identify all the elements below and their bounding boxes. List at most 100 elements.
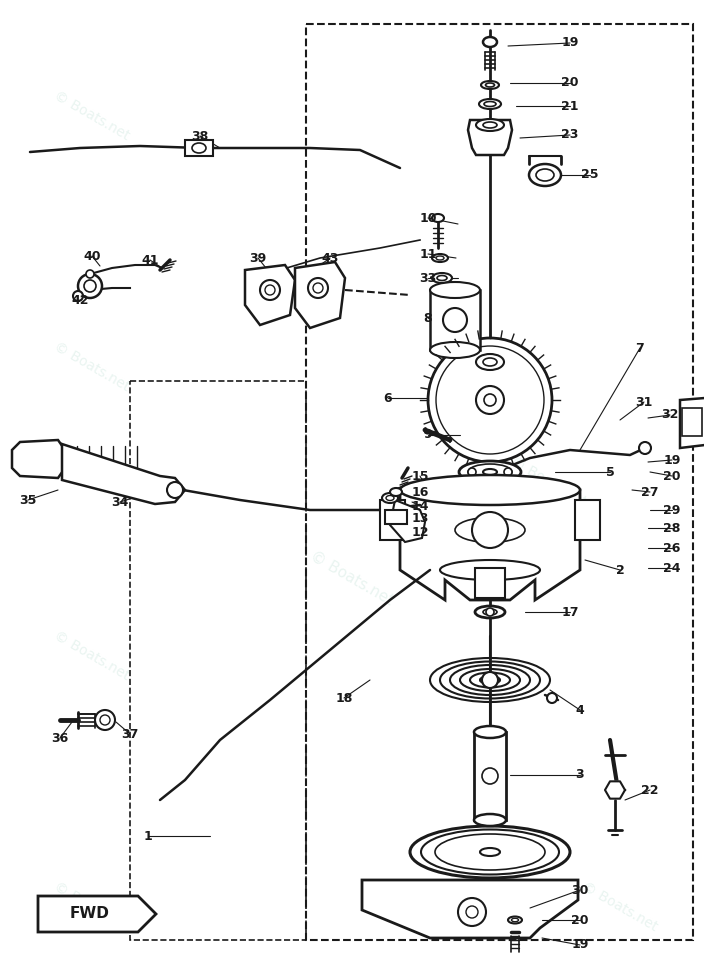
Circle shape xyxy=(482,768,498,784)
Ellipse shape xyxy=(508,917,522,924)
Text: 27: 27 xyxy=(641,486,659,498)
Polygon shape xyxy=(362,880,578,938)
Ellipse shape xyxy=(386,495,394,500)
Polygon shape xyxy=(62,444,185,504)
Text: 19: 19 xyxy=(561,37,579,49)
Ellipse shape xyxy=(484,101,496,106)
Ellipse shape xyxy=(481,81,499,89)
Ellipse shape xyxy=(436,256,444,260)
Text: 38: 38 xyxy=(191,129,208,143)
Bar xyxy=(475,568,505,598)
Bar xyxy=(682,408,702,436)
Ellipse shape xyxy=(512,919,519,922)
Text: © Boats.net: © Boats.net xyxy=(51,629,132,683)
Ellipse shape xyxy=(432,254,448,262)
Circle shape xyxy=(466,906,478,918)
Ellipse shape xyxy=(400,475,580,505)
Circle shape xyxy=(95,710,115,730)
Ellipse shape xyxy=(435,834,545,870)
Text: 18: 18 xyxy=(335,691,353,705)
Polygon shape xyxy=(605,782,625,798)
Circle shape xyxy=(436,346,544,454)
Text: © Boats.net: © Boats.net xyxy=(51,879,132,933)
Circle shape xyxy=(100,715,110,725)
Polygon shape xyxy=(680,398,704,448)
Text: 22: 22 xyxy=(641,784,659,796)
Circle shape xyxy=(84,280,96,292)
Text: 20: 20 xyxy=(663,469,681,483)
Text: 16: 16 xyxy=(411,486,429,498)
Ellipse shape xyxy=(421,829,559,874)
Circle shape xyxy=(476,386,504,414)
Ellipse shape xyxy=(437,276,447,281)
Bar xyxy=(185,140,213,156)
Text: 41: 41 xyxy=(142,254,158,266)
Text: 33: 33 xyxy=(420,272,436,284)
Text: 3: 3 xyxy=(576,768,584,782)
Ellipse shape xyxy=(475,606,505,618)
Ellipse shape xyxy=(390,488,402,496)
Text: © Boats.net: © Boats.net xyxy=(51,339,132,393)
Ellipse shape xyxy=(476,119,504,131)
Text: 32: 32 xyxy=(661,409,679,421)
Text: 2: 2 xyxy=(615,564,624,576)
Circle shape xyxy=(78,274,102,298)
Text: 43: 43 xyxy=(321,252,339,264)
Ellipse shape xyxy=(192,143,206,153)
Ellipse shape xyxy=(483,122,497,128)
Ellipse shape xyxy=(430,282,480,298)
Text: © Boats.net: © Boats.net xyxy=(579,879,660,933)
Text: 14: 14 xyxy=(411,499,429,513)
Text: © Boats.net: © Boats.net xyxy=(51,89,132,143)
Text: 6: 6 xyxy=(384,391,392,405)
Polygon shape xyxy=(295,262,345,328)
Ellipse shape xyxy=(474,726,506,738)
Text: 28: 28 xyxy=(663,522,681,534)
Polygon shape xyxy=(390,500,425,542)
Circle shape xyxy=(260,280,280,300)
Ellipse shape xyxy=(455,518,525,543)
Text: 12: 12 xyxy=(411,525,429,539)
Ellipse shape xyxy=(410,826,570,878)
Ellipse shape xyxy=(536,169,554,181)
Text: 1: 1 xyxy=(144,829,152,843)
Text: © Boats.net: © Boats.net xyxy=(509,455,589,509)
Text: 5: 5 xyxy=(605,466,615,478)
Text: 4: 4 xyxy=(576,704,584,716)
Text: 26: 26 xyxy=(663,542,681,554)
Polygon shape xyxy=(468,120,512,155)
Ellipse shape xyxy=(480,848,500,856)
Bar xyxy=(380,500,405,540)
Text: © Boats.net: © Boats.net xyxy=(308,549,396,608)
Ellipse shape xyxy=(474,814,506,826)
Bar xyxy=(474,732,506,820)
Text: 31: 31 xyxy=(635,395,653,409)
Text: 19: 19 xyxy=(572,939,589,951)
Ellipse shape xyxy=(476,354,504,370)
Ellipse shape xyxy=(440,560,540,580)
Ellipse shape xyxy=(432,214,444,222)
Circle shape xyxy=(308,278,328,298)
Text: FWD: FWD xyxy=(70,906,110,922)
Text: 19: 19 xyxy=(663,453,681,467)
Circle shape xyxy=(428,338,552,462)
Ellipse shape xyxy=(483,469,497,475)
Bar xyxy=(575,500,600,540)
Text: 8: 8 xyxy=(424,311,432,325)
Text: 21: 21 xyxy=(561,99,579,113)
Ellipse shape xyxy=(483,358,497,366)
Circle shape xyxy=(265,285,275,295)
Ellipse shape xyxy=(430,342,480,358)
Ellipse shape xyxy=(483,37,497,47)
Text: 34: 34 xyxy=(111,495,129,508)
Text: 40: 40 xyxy=(83,250,101,262)
Circle shape xyxy=(167,482,183,498)
Circle shape xyxy=(482,672,498,688)
Bar xyxy=(306,24,693,940)
Text: 42: 42 xyxy=(71,293,89,307)
Text: 20: 20 xyxy=(571,914,589,926)
Bar xyxy=(430,290,480,350)
Ellipse shape xyxy=(529,164,561,186)
Text: 24: 24 xyxy=(663,561,681,575)
Text: 9: 9 xyxy=(424,429,432,442)
